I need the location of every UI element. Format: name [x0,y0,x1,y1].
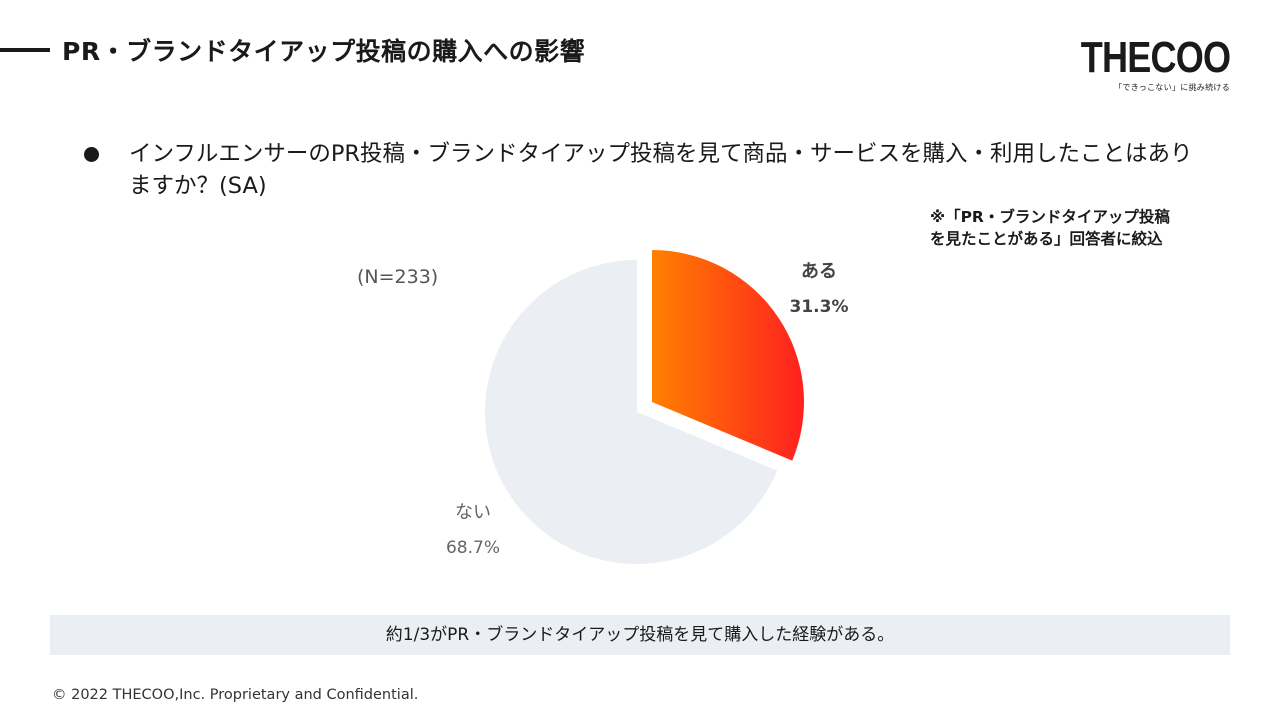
slice-name-yes: ある [801,261,837,282]
note-line-2: を見たことがある」回答者に絞込 [930,230,1163,248]
question-text: インフルエンサーのPR投稿・ブランドタイアップ投稿を見て商品・サービスを購入・利… [129,141,1193,199]
page-title: PR・ブランドタイアップ投稿の購入への影響 [62,37,586,66]
slice-label-yes: ある 31.3% [782,257,856,317]
filter-note: ※「PR・ブランドタイアップ投稿 を見たことがある」回答者に絞込 [930,206,1230,250]
pie-slice-yes [651,250,804,461]
copyright-footer: © 2022 THECOO,Inc. Proprietary and Confi… [52,687,419,703]
slice-value-no: 68.7% [445,538,500,558]
pie-slice-no [485,260,778,565]
sample-size: (N=233) [357,266,439,288]
summary-box: 約1/3がPR・ブランドタイアップ投稿を見て購入した経験がある。 [50,615,1230,655]
title-accent-bar [0,48,50,52]
slice-label-no: ない 68.7% [436,498,510,558]
note-line-1: ※「PR・ブランドタイアップ投稿 [930,208,1170,226]
logo-wordmark: THECOO [1080,33,1231,82]
slice-name-no: ない [455,502,491,523]
brand-logo: THECOO 「できっこない」に挑み続ける [1048,33,1231,93]
survey-question: インフルエンサーのPR投稿・ブランドタイアップ投稿を見て商品・サービスを購入・利… [84,138,1214,202]
logo-tagline: 「できっこない」に挑み続ける [1114,83,1230,92]
slice-value-yes: 31.3% [789,297,849,317]
bullet-icon [84,147,99,162]
